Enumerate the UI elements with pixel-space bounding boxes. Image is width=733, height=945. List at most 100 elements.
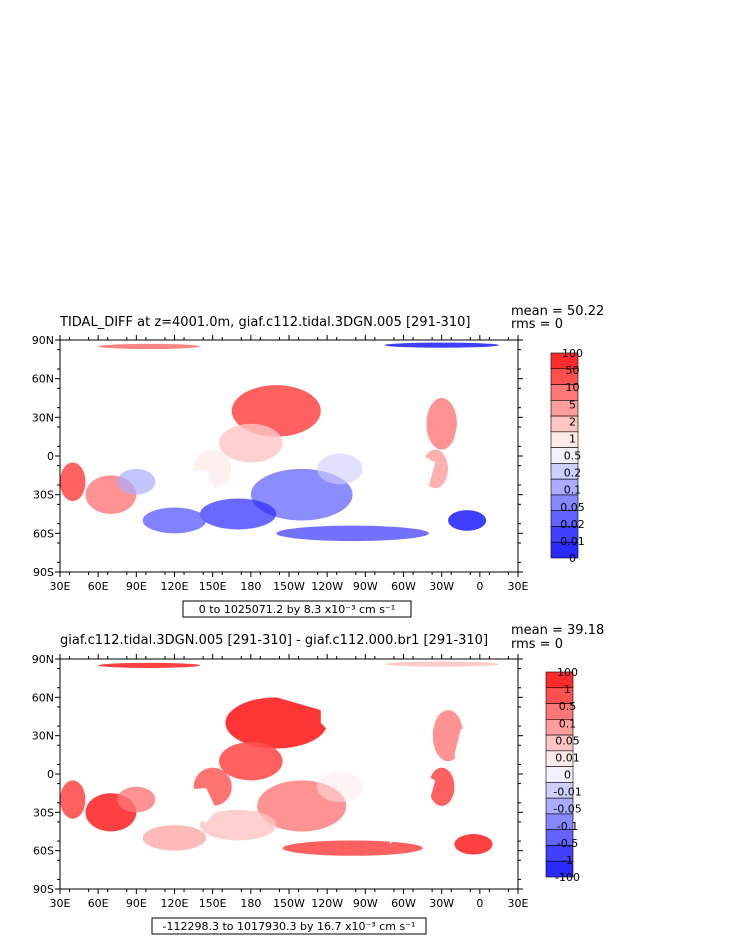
colorbar-label: 2 (569, 415, 576, 428)
colorbar-label: 100 (557, 666, 578, 679)
colorbar-label: 0.01 (555, 751, 580, 764)
land-mask (165, 788, 217, 823)
y-tick-label: 30N (32, 730, 54, 743)
data-region (98, 662, 200, 668)
colorbar-label: 0.1 (559, 717, 577, 730)
data-region (426, 398, 457, 450)
colorbar-label: 0.02 (560, 518, 585, 531)
data-region (432, 710, 464, 762)
x-tick-label: 90E (126, 580, 147, 593)
colorbar-label: 0 (564, 769, 571, 782)
y-tick-label: 90S (33, 883, 54, 896)
x-tick-label: 0 (476, 897, 483, 910)
mean-label: mean = 50.22 (511, 304, 604, 319)
x-tick-label: 120E (161, 897, 189, 910)
colorbar-label: 100 (562, 347, 583, 360)
colorbar-label: 0.5 (559, 700, 577, 713)
x-tick-label: 30W (429, 897, 454, 910)
data-region (219, 423, 283, 463)
x-tick-label: 30E (508, 897, 529, 910)
data-region (448, 510, 487, 531)
data-region (199, 498, 277, 530)
y-tick-label: 90S (33, 566, 54, 579)
data-field (60, 661, 518, 889)
x-tick-label: 120E (161, 580, 189, 593)
colorbar-label: -0.1 (557, 820, 578, 833)
range-label: 0 to 1025071.2 by 8.3 x10⁻³ cm s⁻¹ (199, 603, 395, 616)
x-tick-label: 180 (240, 580, 261, 593)
colorbar-swatch (545, 860, 574, 878)
colorbar-label: 0.05 (555, 734, 580, 747)
colorbar-swatch (550, 541, 579, 559)
colorbar-label: 10 (566, 381, 580, 394)
colorbar-label: 0.05 (560, 501, 585, 514)
rms-label: rms = 0 (511, 637, 563, 652)
panel-tidal-diff: TIDAL_DIFF at z=4001.0m, giaf.c112.tidal… (32, 304, 604, 618)
land-mask (263, 682, 404, 763)
data-region (384, 661, 499, 667)
x-tick-label: 60W (391, 580, 416, 593)
colorbar-label: -0.05 (553, 803, 581, 816)
data-region (454, 834, 493, 855)
colorbar-label: 1 (564, 683, 571, 696)
y-tick-label: 60N (32, 691, 54, 704)
x-tick-label: 180 (240, 897, 261, 910)
data-region (225, 697, 328, 749)
data-region (384, 342, 499, 348)
data-region (428, 767, 455, 806)
colorbar-label: 0.1 (564, 484, 582, 497)
y-tick-label: 60S (33, 845, 54, 858)
colorbar-label: 0 (569, 552, 576, 565)
x-tick-label: 90W (353, 897, 378, 910)
x-tick-label: 120W (311, 580, 343, 593)
colorbar-label: 0.01 (560, 535, 585, 548)
x-tick-label: 90E (126, 897, 147, 910)
x-tick-label: 60E (88, 897, 109, 910)
colorbar-label: 50 (566, 364, 580, 377)
range-label-box: 0 to 1025071.2 by 8.3 x10⁻³ cm s⁻¹ (182, 600, 412, 618)
y-tick-label: 0 (47, 768, 54, 781)
x-tick-label: 150E (199, 580, 227, 593)
x-tick-label: 150E (199, 897, 227, 910)
data-region (117, 468, 156, 495)
range-box (182, 600, 412, 618)
data-region (316, 771, 363, 803)
colorbar-label: 0.5 (564, 450, 582, 463)
data-region (60, 780, 86, 819)
colorbar-label: -0.5 (557, 837, 578, 850)
colorbar-label: 1 (569, 432, 576, 445)
x-tick-label: 30E (508, 580, 529, 593)
y-tick-label: 30S (33, 489, 54, 502)
land-mask (60, 359, 251, 446)
colorbar-label: 5 (569, 398, 576, 411)
y-tick-label: 90N (32, 334, 54, 347)
colorbar-label: 0.2 (564, 467, 582, 480)
range-label-box: -112298.3 to 1017930.3 by 16.7 x10⁻³ cm … (151, 917, 427, 935)
x-tick-label: 0 (476, 580, 483, 593)
colorbar-label: -0.01 (553, 786, 581, 799)
land-mask (60, 542, 518, 572)
data-region (98, 343, 200, 350)
land-mask (454, 408, 518, 500)
x-tick-label: 150W (273, 897, 305, 910)
x-tick-label: 30E (50, 897, 71, 910)
x-tick-label: 30W (429, 580, 454, 593)
y-tick-label: 60N (32, 373, 54, 386)
x-tick-label: 120W (311, 897, 343, 910)
data-field (60, 342, 518, 572)
mean-label: mean = 39.18 (511, 623, 604, 638)
data-region (142, 825, 207, 851)
land-mask (165, 470, 217, 505)
panel-difference: giaf.c112.tidal.3DGN.005 [291-310] - gia… (32, 623, 604, 935)
data-region (276, 525, 429, 542)
y-tick-label: 60S (33, 527, 54, 540)
data-region (282, 840, 423, 856)
x-tick-label: 60W (391, 897, 416, 910)
y-tick-label: 30N (32, 411, 54, 424)
colorbar-label: -100 (555, 871, 580, 884)
land-mask (454, 726, 518, 818)
range-box (151, 917, 427, 935)
x-tick-label: 90W (353, 580, 378, 593)
y-tick-label: 0 (47, 450, 54, 463)
land-mask (375, 761, 436, 845)
